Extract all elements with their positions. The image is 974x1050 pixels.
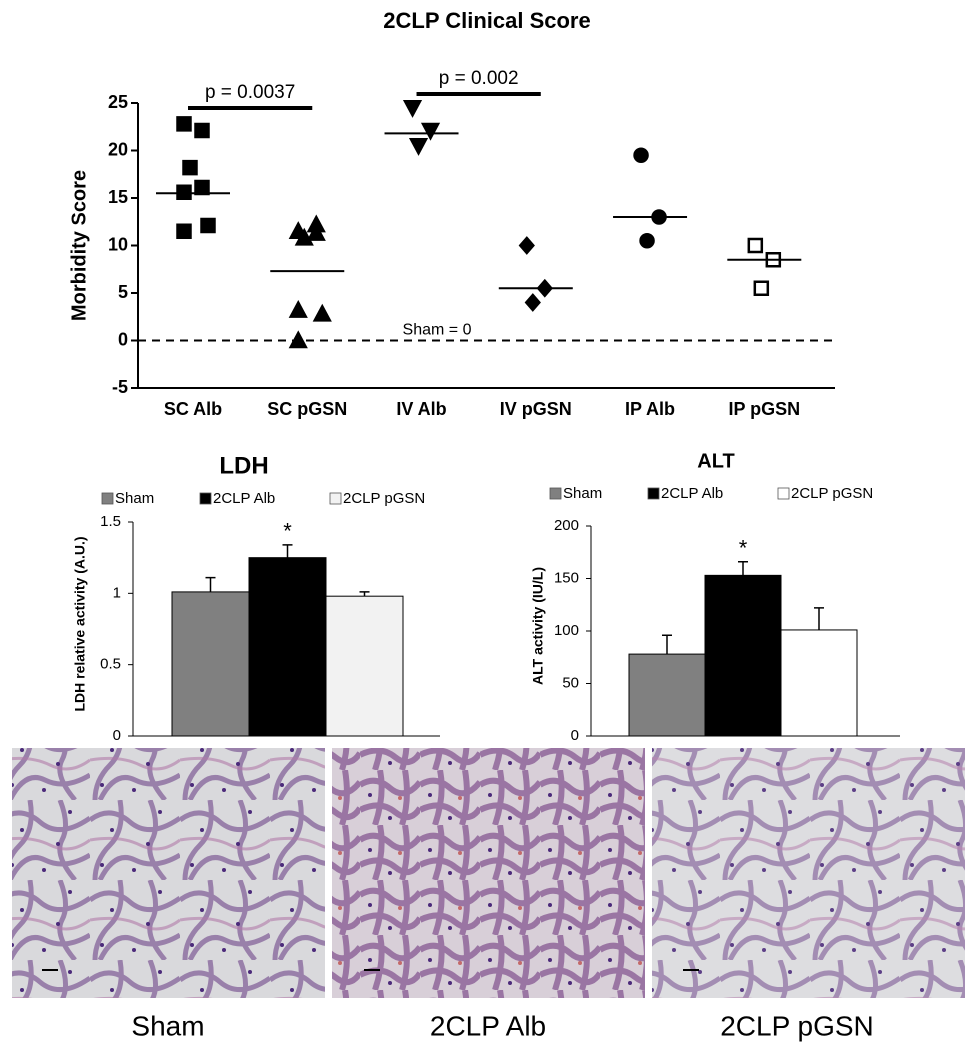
error-bar: [359, 591, 370, 597]
error-bar: [662, 634, 672, 655]
bar: [248, 557, 327, 737]
p-value: p = 0.0037: [205, 82, 295, 103]
data-point: [194, 179, 210, 196]
x-tick-label: IP Alb: [625, 399, 675, 419]
legend-swatch: [101, 492, 114, 505]
y-axis-label: LDH relative activity (A.U.): [72, 536, 88, 711]
data-point: [753, 280, 770, 296]
bar: [628, 653, 706, 737]
x-tick-label: SC Alb: [164, 399, 222, 419]
data-point: [639, 233, 655, 249]
data-point: [402, 100, 423, 118]
error-bar: [738, 560, 748, 576]
data-point: [176, 223, 192, 239]
y-tick-label: 0: [113, 727, 121, 744]
legend-swatch: [549, 487, 562, 500]
error-bar: [814, 607, 824, 630]
significance-marker: *: [739, 536, 748, 561]
x-tick-label: IP pGSN: [728, 399, 800, 419]
x-tick-label: SC pGSN: [267, 399, 347, 419]
legend-label: 2CLP Alb: [661, 485, 723, 502]
chart-title: ALT: [697, 450, 734, 472]
data-point: [524, 293, 541, 312]
y-tick-label: 15: [108, 187, 128, 207]
y-tick-label: 50: [562, 674, 579, 691]
legend-swatch: [777, 487, 790, 500]
y-tick-label: 0.5: [100, 656, 121, 673]
data-point: [182, 159, 198, 176]
legend-label: 2CLP Alb: [213, 490, 275, 507]
bar: [704, 574, 782, 737]
y-tick-label: 1.5: [100, 513, 121, 530]
p-value: p = 0.002: [439, 68, 519, 89]
data-point: [306, 223, 326, 241]
significance-marker: *: [283, 519, 292, 544]
y-tick-label: -5: [112, 377, 128, 397]
error-bar: [282, 544, 293, 558]
data-point: [194, 122, 210, 139]
image-caption: 2CLP Alb: [430, 1010, 546, 1041]
data-point: [408, 138, 429, 156]
chart-title: 2CLP Clinical Score: [383, 8, 590, 33]
bar: [171, 591, 250, 737]
legend-label: Sham: [563, 485, 602, 502]
bar: [325, 595, 404, 737]
data-point: [288, 330, 308, 349]
image-caption: 2CLP pGSN: [720, 1010, 874, 1041]
legend-label: 2CLP pGSN: [791, 485, 873, 502]
legend-swatch: [329, 492, 342, 505]
y-tick-label: 25: [108, 92, 128, 112]
y-tick-label: 5: [118, 282, 128, 302]
legend-label: Sham: [115, 490, 154, 507]
legend-swatch: [647, 487, 660, 500]
legend-label: 2CLP pGSN: [343, 490, 425, 507]
histology-image: [332, 748, 645, 998]
y-tick-label: 150: [554, 569, 579, 586]
data-point: [420, 122, 441, 141]
data-point: [200, 217, 216, 234]
histology-image: [652, 748, 965, 998]
y-tick-label: 10: [108, 234, 128, 254]
x-tick-label: IV Alb: [396, 399, 446, 419]
y-tick-label: 20: [108, 139, 128, 159]
y-axis-label: ALT activity (IU/L): [530, 567, 546, 685]
y-tick-label: 200: [554, 517, 579, 534]
reference-label: Sham = 0: [403, 322, 472, 339]
y-tick-label: 1: [113, 584, 121, 601]
data-point: [176, 116, 192, 132]
y-tick-label: 100: [554, 622, 579, 639]
bar: [780, 629, 858, 737]
y-tick-label: 0: [571, 727, 579, 744]
y-tick-label: 0: [118, 329, 128, 349]
error-bar: [205, 576, 216, 592]
data-point: [518, 236, 535, 255]
image-caption: Sham: [131, 1010, 204, 1041]
histology-image: [12, 748, 325, 998]
legend-swatch: [199, 492, 212, 505]
data-point: [633, 147, 649, 163]
data-point: [312, 303, 332, 322]
data-point: [288, 299, 308, 318]
x-tick-label: IV pGSN: [500, 399, 572, 419]
y-axis-label: Morbidity Score: [68, 170, 90, 321]
chart-title: LDH: [219, 452, 268, 479]
data-point: [747, 237, 764, 254]
